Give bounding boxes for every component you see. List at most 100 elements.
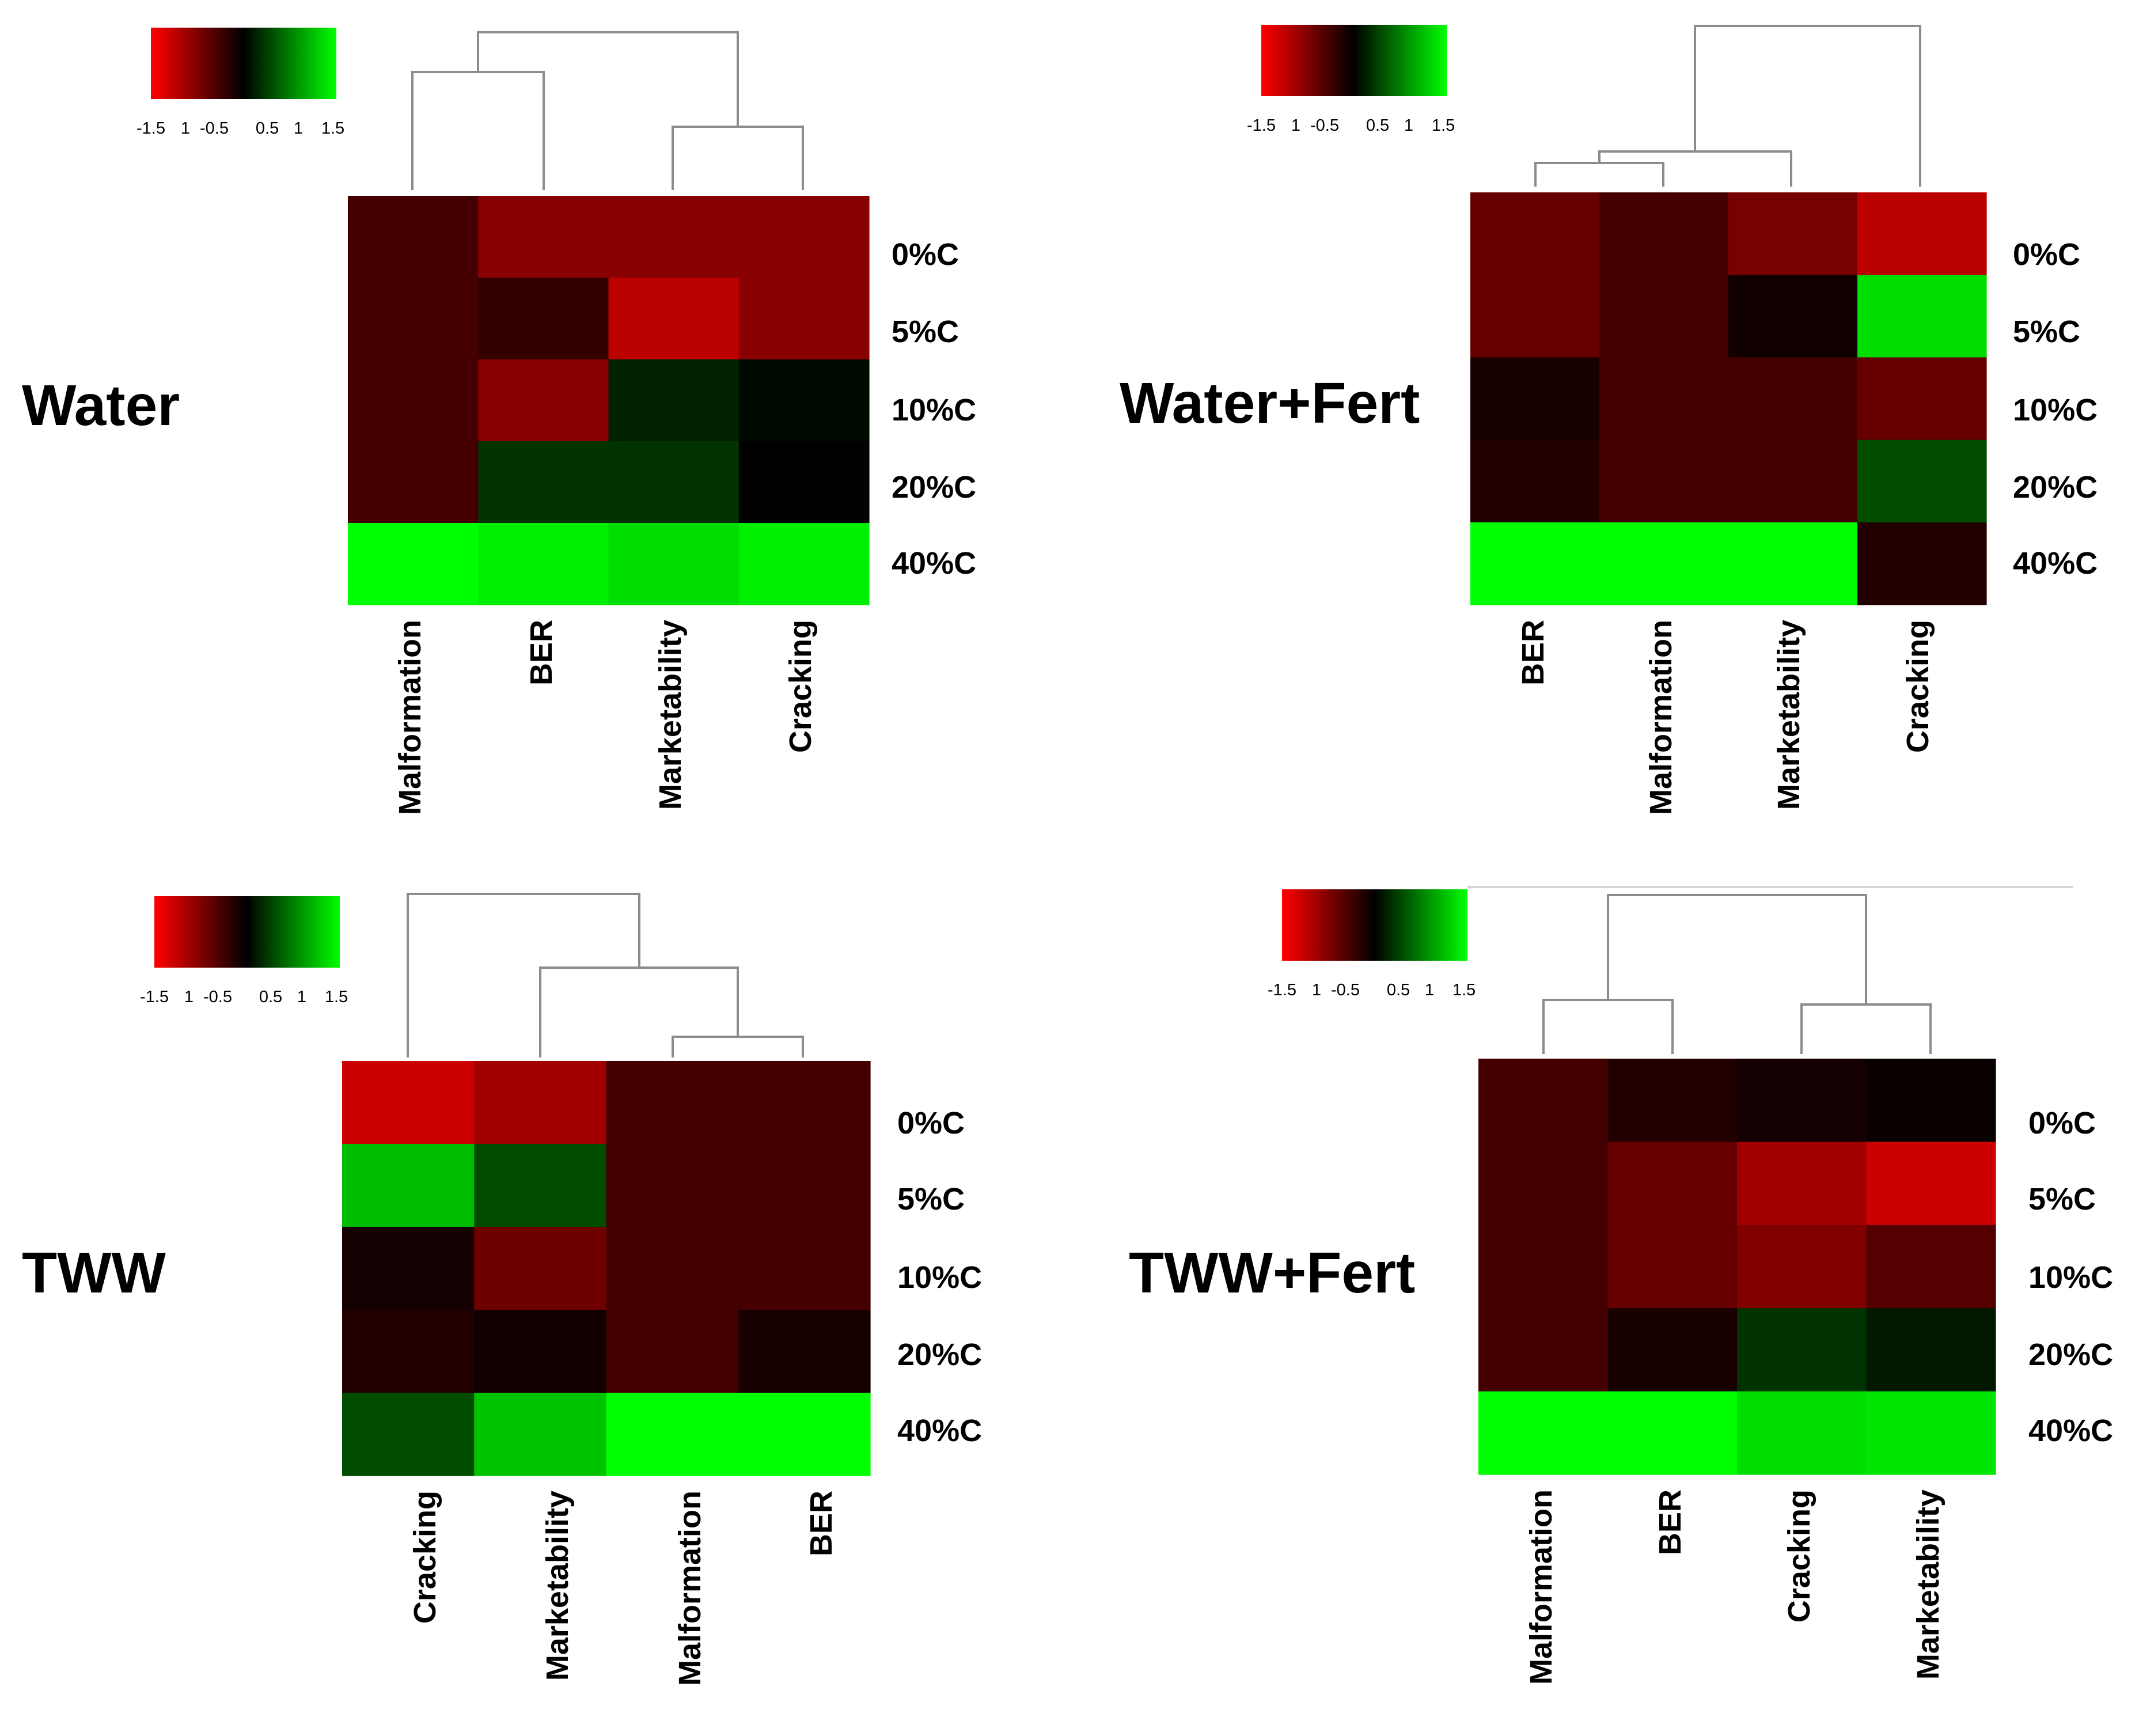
row-label: 0%C [2028, 1106, 2096, 1140]
heatmap-cell [474, 1310, 607, 1393]
row-label: 20%C [892, 470, 976, 505]
scale-tick: 1 [1312, 981, 1321, 999]
heatmap-cell [738, 1061, 871, 1144]
row-label: 40%C [892, 546, 976, 581]
dendrogram-branch [411, 71, 545, 190]
scale-tick: -1.5 [1268, 981, 1296, 999]
heatmap-cell [1857, 522, 1987, 605]
heatmap-cell [474, 1227, 607, 1310]
scale-tick: 1 [1404, 116, 1413, 135]
heatmap-cell [738, 359, 870, 442]
column-label: Malformation [1644, 620, 1678, 815]
scale-tick: 0.5 [256, 119, 279, 138]
row-label: 40%C [897, 1413, 982, 1448]
heatmap-cell [1607, 1308, 1738, 1392]
panel-title: TWW+Fert [1129, 1241, 1415, 1305]
color-scale-legend: -1.5 1 -0.5 0.5 1 1.5 [140, 896, 348, 1006]
row-labels: 0%C 5%C 10%C 20%C 40%C [892, 237, 976, 581]
heatmap-cell [608, 523, 739, 605]
heatmap-cell [1866, 1059, 1996, 1142]
heatmap-cell [738, 1393, 871, 1476]
panel-tww: -1.5 1 -0.5 0.5 1 1.5 TWW 0%C 5%C 10%C 2… [22, 893, 982, 1686]
heatmap-cell [1737, 1142, 1867, 1226]
heatmap-cell [1737, 1225, 1867, 1309]
panel-water-fert: -1.5 1 -0.5 0.5 1 1.5 Water+Fert 0%C 5%C… [1120, 25, 2098, 815]
row-labels: 0%C 5%C 10%C 20%C 40%C [2028, 1106, 2113, 1448]
heatmap-cell [1728, 357, 1858, 441]
dendrogram-branch [1694, 25, 1921, 187]
row-label: 10%C [892, 393, 976, 427]
color-scale-legend: -1.5 1 -0.5 0.5 1 1.5 [136, 28, 344, 138]
column-label: BER [1653, 1489, 1687, 1555]
heatmap-cell [342, 1393, 475, 1476]
scale-tick: 0.5 [1387, 981, 1410, 999]
scale-tick: 1.5 [1432, 116, 1455, 135]
column-label: BER [804, 1491, 839, 1556]
heatmap-cell [342, 1227, 475, 1310]
heatmap-cell [478, 441, 609, 524]
heatmap-cells [342, 1061, 871, 1476]
scale-tick: 1 [181, 119, 190, 138]
color-scale-legend: -1.5 1 -0.5 0.5 1 1.5 [1268, 889, 1476, 999]
heatmap-cell [738, 196, 870, 278]
heatmap-cell [1737, 1059, 1867, 1142]
dendrogram-branch [672, 1036, 804, 1057]
heatmap-cell [478, 278, 609, 360]
scale-tick: 1.5 [1452, 981, 1476, 999]
heatmap-cell [1728, 275, 1858, 358]
scale-tick: -1.5 [136, 119, 165, 138]
column-label: Cracking [1901, 620, 1935, 753]
heatmap-cell [1737, 1308, 1867, 1392]
scale-tick: 1.5 [325, 988, 348, 1006]
dendrogram-branch [1598, 150, 1792, 187]
heatmap-cell [606, 1310, 739, 1393]
heatmap-cell [1607, 1142, 1738, 1226]
heatmap-cell [1607, 1225, 1738, 1309]
column-labels: Malformation BER Marketability Cracking [393, 620, 818, 815]
heatmap-cell [1857, 192, 1987, 275]
heatmap-cell [1599, 192, 1729, 275]
scale-tick: -1.5 [140, 988, 169, 1006]
column-dendrogram [407, 893, 804, 1057]
heatmap-cell [478, 359, 609, 442]
heatmap-cell [342, 1144, 475, 1227]
row-label: 0%C [892, 237, 959, 272]
row-labels: 0%C 5%C 10%C 20%C 40%C [897, 1106, 982, 1448]
scale-tick: -0.5 [1331, 981, 1360, 999]
row-label: 20%C [897, 1337, 982, 1372]
heatmap-cell [1866, 1308, 1996, 1392]
dendrogram-branch [407, 893, 640, 1057]
scale-tick: 1.5 [321, 119, 344, 138]
heatmap-cell [1607, 1391, 1738, 1475]
heatmap-cell [1599, 522, 1729, 605]
column-dendrogram [1534, 25, 1921, 187]
row-label: 5%C [2028, 1182, 2096, 1216]
column-label: Cracking [783, 620, 818, 753]
heatmap-cell [1599, 439, 1729, 523]
heatmap-cell [342, 1061, 475, 1144]
heatmap-cell [1478, 1059, 1609, 1142]
column-label: Malformation [393, 620, 427, 815]
column-label: Marketability [1911, 1489, 1945, 1680]
column-label: BER [1516, 620, 1550, 685]
color-scale-bar [151, 28, 336, 99]
heatmap-cell [606, 1393, 739, 1476]
color-scale-bar [1261, 25, 1447, 96]
column-labels: Cracking Marketability Malformation BER [408, 1491, 839, 1686]
scale-tick: 1 [297, 988, 306, 1006]
column-label: Malformation [1524, 1489, 1558, 1685]
scale-tick: 0.5 [259, 988, 282, 1006]
heatmap-cell [1728, 522, 1858, 605]
dendrogram-branch [1542, 999, 1674, 1054]
heatmap-cell [1470, 522, 1600, 605]
heatmap-cell [348, 441, 479, 524]
row-label: 0%C [2013, 237, 2080, 272]
heatmap-cell [1866, 1391, 1996, 1475]
heatmap-cell [1478, 1308, 1609, 1392]
heatmap-cells [1478, 1059, 1996, 1475]
heatmap-cell [738, 278, 870, 360]
dendrogram-branch [1607, 894, 1867, 1005]
heatmap-cell [738, 1227, 871, 1310]
panel-water: -1.5 1 -0.5 0.5 1 1.5 Water 0%C 5%C 10%C… [22, 28, 976, 815]
scale-tick: 1 [294, 119, 303, 138]
